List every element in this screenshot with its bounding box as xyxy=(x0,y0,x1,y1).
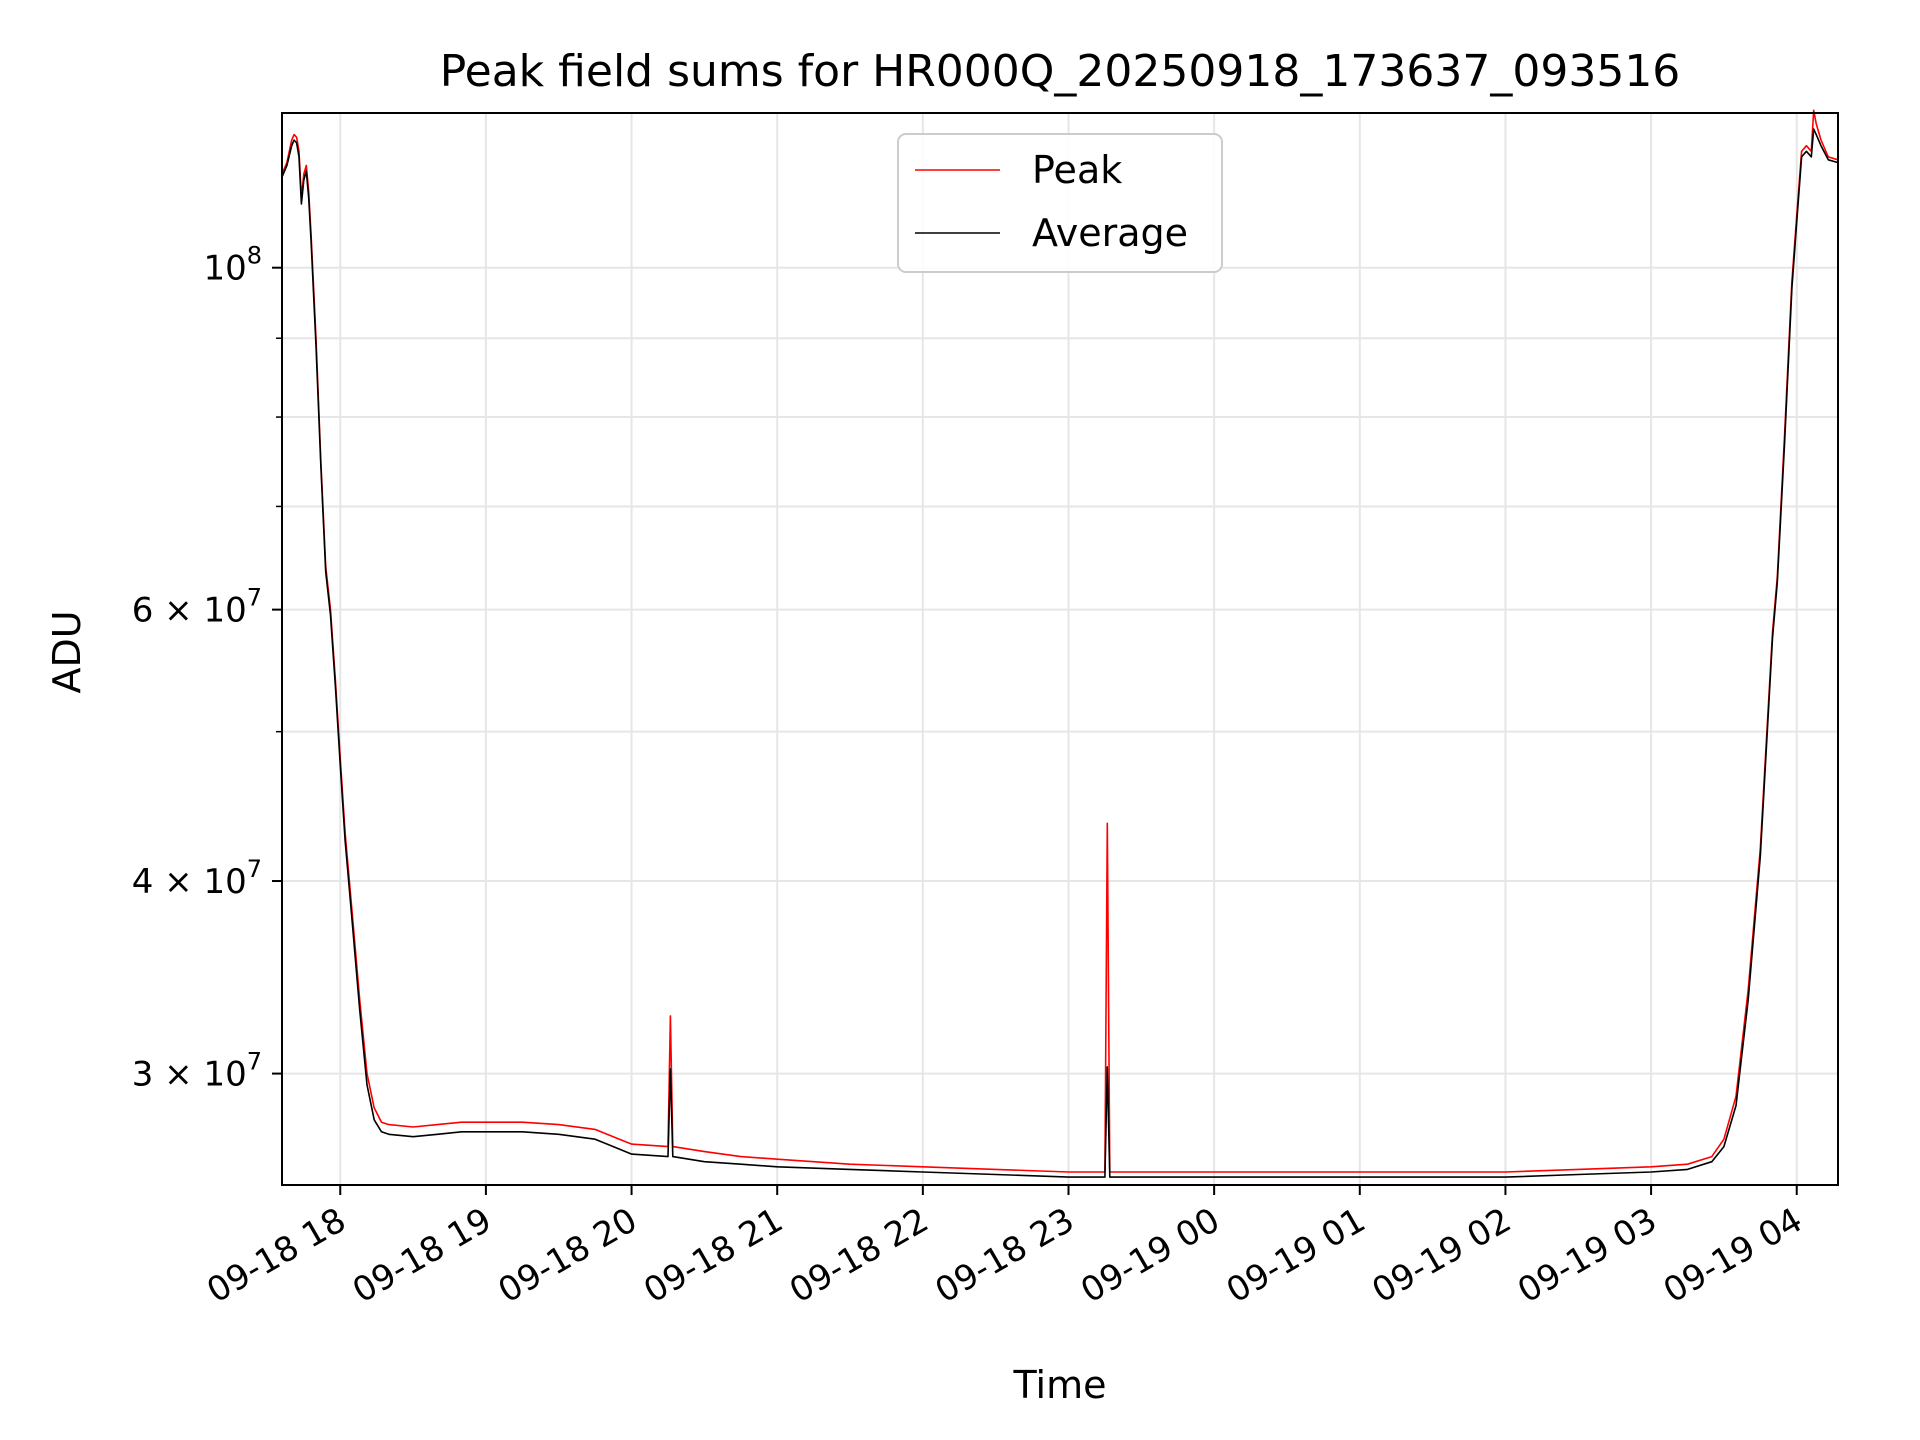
legend-label-peak: Peak xyxy=(1032,148,1122,192)
plot-frame xyxy=(281,112,1839,1186)
y-tick-exponent: 7 xyxy=(247,1048,262,1076)
y-tick-exponent: 7 xyxy=(247,855,262,883)
series-lines xyxy=(281,109,1839,1178)
series-line-average xyxy=(281,128,1839,1178)
legend-box xyxy=(897,133,1223,273)
y-tick-base: 4 × 10 xyxy=(132,862,247,902)
y-tick-base: 6 × 10 xyxy=(132,591,247,631)
y-tick-label: 3 × 107 xyxy=(132,1048,262,1095)
chart-title: Peak field sums for HR000Q_20250918_1736… xyxy=(440,46,1681,97)
y-tick-label: 6 × 107 xyxy=(132,584,262,631)
y-tick-label: 108 xyxy=(203,242,262,289)
grid xyxy=(282,113,1838,1185)
y-tick-exponent: 7 xyxy=(247,584,262,612)
legend: Peak Average xyxy=(897,133,1223,273)
legend-label-average: Average xyxy=(1032,211,1188,255)
y-axis-label: ADU xyxy=(45,610,89,693)
y-tick-base: 10 xyxy=(203,249,246,289)
y-tick-exponent: 8 xyxy=(247,242,262,270)
y-tick-label: 4 × 107 xyxy=(132,855,262,902)
y-tick-base: 3 × 10 xyxy=(132,1055,247,1095)
x-axis-label: Time xyxy=(1013,1363,1107,1407)
